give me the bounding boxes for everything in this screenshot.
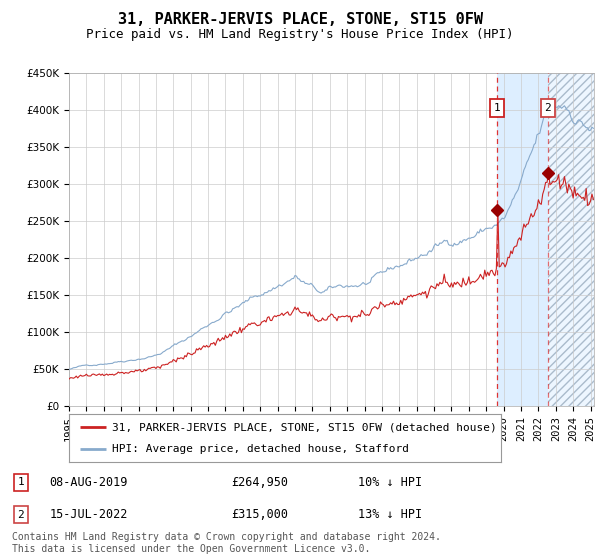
Text: 08-AUG-2019: 08-AUG-2019 (49, 476, 128, 489)
Text: £264,950: £264,950 (231, 476, 288, 489)
Text: 2: 2 (17, 510, 24, 520)
Text: 10% ↓ HPI: 10% ↓ HPI (358, 476, 422, 489)
Bar (548, 73, 594, 406)
Text: Price paid vs. HM Land Registry's House Price Index (HPI): Price paid vs. HM Land Registry's House … (86, 28, 514, 41)
Text: 15-JUL-2022: 15-JUL-2022 (49, 508, 128, 521)
Text: 31, PARKER-JERVIS PLACE, STONE, ST15 0FW: 31, PARKER-JERVIS PLACE, STONE, ST15 0FW (118, 12, 482, 27)
Text: This data is licensed under the Open Government Licence v3.0.: This data is licensed under the Open Gov… (12, 544, 370, 554)
Text: Contains HM Land Registry data © Crown copyright and database right 2024.: Contains HM Land Registry data © Crown c… (12, 532, 441, 542)
Bar (497, 73, 548, 406)
Text: 1: 1 (494, 103, 500, 113)
Text: 1: 1 (17, 478, 24, 487)
Bar (548, 73, 594, 406)
Text: 31, PARKER-JERVIS PLACE, STONE, ST15 0FW (detached house): 31, PARKER-JERVIS PLACE, STONE, ST15 0FW… (112, 422, 497, 432)
Text: HPI: Average price, detached house, Stafford: HPI: Average price, detached house, Staf… (112, 444, 409, 454)
Text: £315,000: £315,000 (231, 508, 288, 521)
Text: 2: 2 (544, 103, 551, 113)
Text: 13% ↓ HPI: 13% ↓ HPI (358, 508, 422, 521)
